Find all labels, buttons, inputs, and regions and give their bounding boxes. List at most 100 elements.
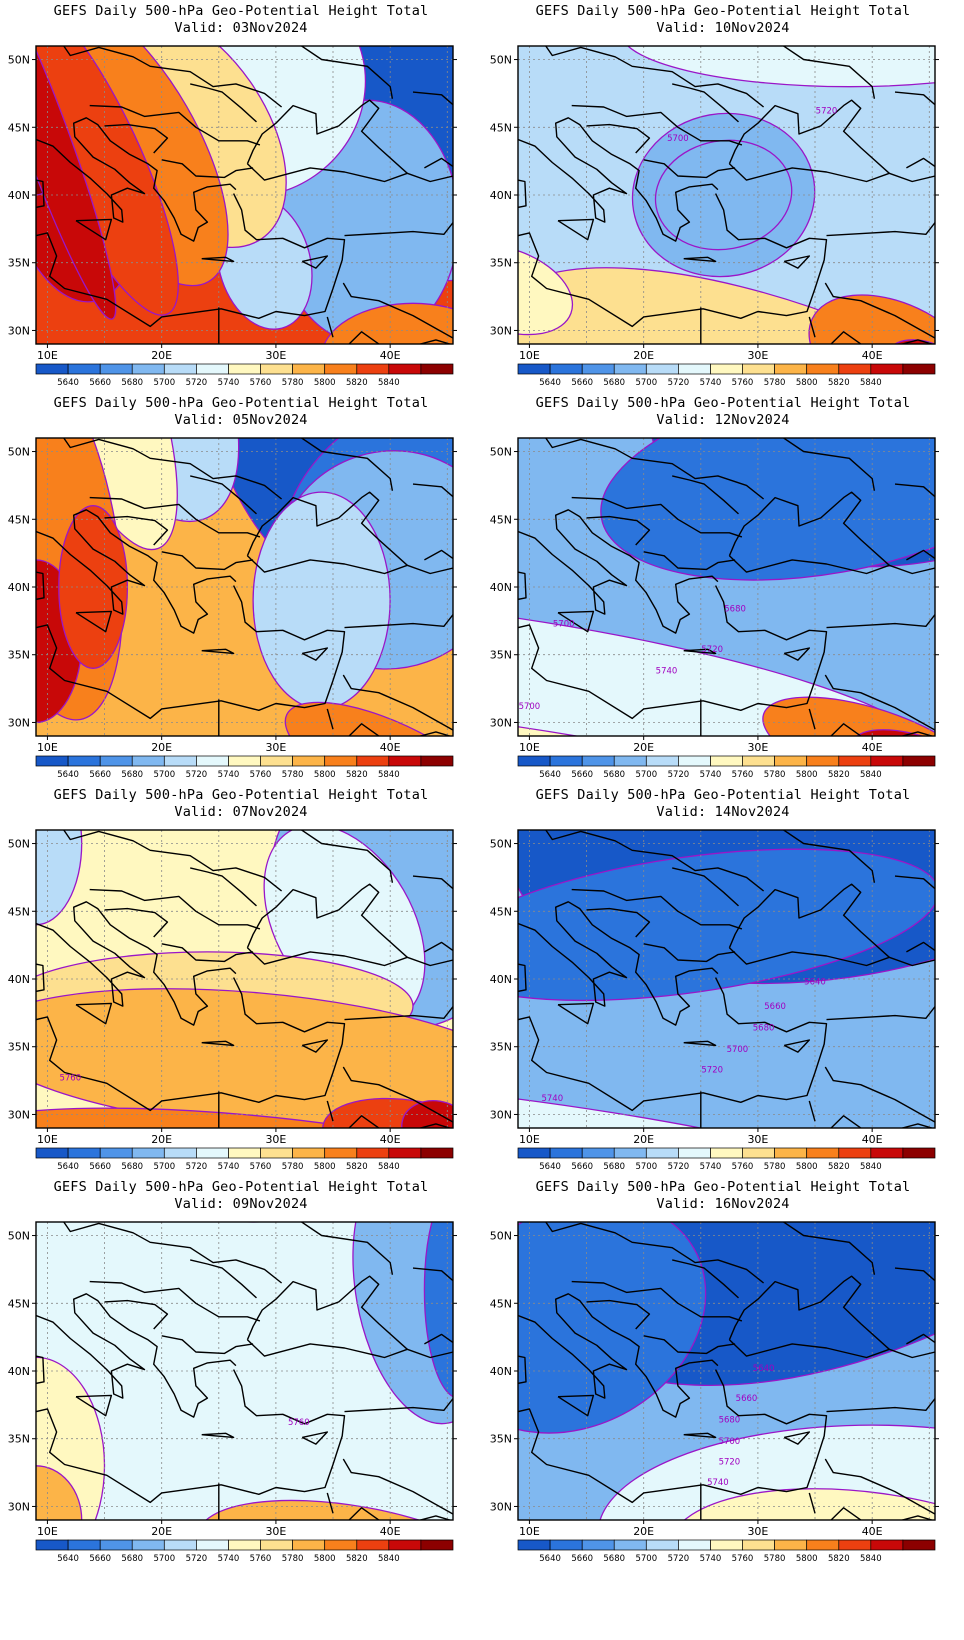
lat-tick-label: 45N	[8, 513, 30, 526]
colorbar-swatch	[710, 363, 743, 375]
colorbar-swatch	[131, 363, 165, 375]
colorbar-label: 5780	[764, 378, 786, 388]
colorbar-label: 5640	[57, 1554, 79, 1564]
contour-label: 5720	[701, 1066, 723, 1076]
colorbar-label: 5720	[668, 770, 690, 780]
colorbar-label: 5800	[314, 1554, 336, 1564]
panel-valid-date: Valid: 09Nov2024	[174, 1196, 308, 1212]
colorbar-swatch	[613, 1539, 647, 1551]
colorbar: 5640 5660 5680 5700 5720 5740 5760 5780 5800 5820…	[35, 363, 454, 388]
contour-label: 5700	[519, 702, 541, 712]
height-field	[36, 1222, 453, 1520]
colorbar-swatch	[420, 363, 454, 375]
colorbar-label: 5820	[828, 1162, 850, 1172]
coastlines	[518, 830, 935, 1128]
lat-tick-label: 35N	[8, 257, 30, 270]
contour-label: 5720	[701, 645, 723, 655]
colorbar-label: 5700	[635, 1162, 657, 1172]
colorbar-label: 5780	[282, 1162, 304, 1172]
colorbar-label: 5760	[732, 1554, 754, 1564]
colorbar-swatch	[581, 1147, 615, 1159]
colorbar-swatch	[902, 363, 936, 375]
lat-tick-label: 40N	[8, 189, 30, 202]
panel-title: GEFS Daily 500-hPa Geo-Potential Height …	[482, 395, 964, 429]
panel-title-line: GEFS Daily 500-hPa Geo-Potential Height …	[535, 787, 911, 803]
contour-label: 5680	[753, 1024, 775, 1034]
lat-tick-label: 50N	[8, 838, 30, 851]
colorbar-swatch	[163, 755, 197, 767]
contour-label: 5640	[753, 1364, 775, 1374]
colorbar-swatch	[292, 755, 326, 767]
colorbar-label: 5660	[89, 770, 111, 780]
height-field	[36, 46, 453, 344]
colorbar-swatch	[131, 1147, 165, 1159]
colorbar-label: 5740	[700, 1554, 722, 1564]
colorbar-swatch	[710, 755, 743, 767]
colorbar-label: 5660	[89, 1554, 111, 1564]
colorbar-label: 5700	[153, 770, 175, 780]
colorbar-label: 5740	[700, 1162, 722, 1172]
contour-band	[518, 848, 935, 1002]
colorbar-label: 5700	[153, 378, 175, 388]
colorbar-label: 5680	[121, 378, 143, 388]
colorbar-label: 5780	[282, 770, 304, 780]
colorbar-swatch	[581, 755, 615, 767]
colorbar-swatch	[613, 755, 647, 767]
panel-title-line: GEFS Daily 500-hPa Geo-Potential Height …	[53, 395, 429, 411]
colorbar-swatch	[420, 1147, 454, 1159]
contour-band	[869, 1553, 964, 1568]
colorbar-swatch	[356, 363, 390, 375]
height-field	[518, 438, 935, 736]
colorbar: 5640 5660 5680 5700 5720 5740 5760 5780 5800 5820…	[517, 363, 936, 388]
contour-band	[36, 438, 178, 551]
panel-title: GEFS Daily 500-hPa Geo-Potential Height …	[482, 787, 964, 821]
colorbar-label: 5720	[186, 1162, 208, 1172]
colorbar-swatch	[324, 363, 358, 375]
colorbar-label: 5760	[250, 1162, 272, 1172]
contour-label: 5720	[719, 1458, 741, 1468]
panel-valid-date: Valid: 03Nov2024	[174, 20, 308, 36]
colorbar-swatch	[838, 1147, 872, 1159]
lat-tick-label: 40N	[8, 973, 30, 986]
contour-label: 5760	[288, 1418, 310, 1428]
colorbar-swatch	[678, 755, 711, 767]
colorbar-label: 5740	[218, 770, 240, 780]
lon-tick-label: 20E	[633, 741, 654, 754]
panel-title: GEFS Daily 500-hPa Geo-Potential Height …	[0, 3, 482, 37]
contour-label: 5720	[816, 107, 838, 117]
colorbar-swatch	[292, 1539, 326, 1551]
colorbar-label: 5800	[314, 1162, 336, 1172]
colorbar-swatch	[517, 363, 551, 375]
panel-title-line: GEFS Daily 500-hPa Geo-Potential Height …	[53, 787, 429, 803]
colorbar: 5640 5660 5680 5700 5720 5740 5760 5780 5800 5820…	[35, 1539, 454, 1564]
colorbar-swatch	[678, 363, 711, 375]
colorbar-swatch	[549, 755, 583, 767]
colorbar: 5640 5660 5680 5700 5720 5740 5760 5780 5800 5820…	[517, 755, 936, 780]
forecast-panel: 50N 45N 40N 35N 30N 10E 20E 30E 40E 5640 5660 5680 5…	[0, 0, 482, 410]
colorbar-label: 5760	[732, 1162, 754, 1172]
colorbar-swatch	[613, 363, 647, 375]
colorbar-label: 5720	[668, 1162, 690, 1172]
lon-tick-label: 30E	[747, 741, 768, 754]
lon-tick-label: 20E	[151, 1525, 172, 1538]
contour-band	[284, 701, 453, 736]
colorbar-label: 5660	[571, 770, 593, 780]
contour-band	[600, 438, 935, 581]
colorbar-label: 5840	[860, 770, 882, 780]
colorbar-swatch	[742, 1147, 775, 1159]
lon-tick-label: 40E	[862, 1525, 883, 1538]
colorbar-label: 5640	[57, 1162, 79, 1172]
colorbar-swatch	[260, 755, 293, 767]
contour-band	[667, 1488, 935, 1520]
colorbar-swatch	[774, 363, 808, 375]
colorbar-swatch	[549, 1147, 583, 1159]
contour-band	[36, 1107, 453, 1128]
forecast-panel: 5760 50N 45N 40N 35N 30N 10E 20E 30E 40E 5640 5660 5…	[0, 784, 482, 1194]
panel-valid-date: Valid: 10Nov2024	[656, 20, 790, 36]
colorbar-swatch	[163, 363, 197, 375]
colorbar-label: 5640	[57, 770, 79, 780]
colorbar-label: 5820	[828, 1554, 850, 1564]
lon-tick-label: 30E	[265, 741, 286, 754]
colorbar-label: 5640	[57, 378, 79, 388]
